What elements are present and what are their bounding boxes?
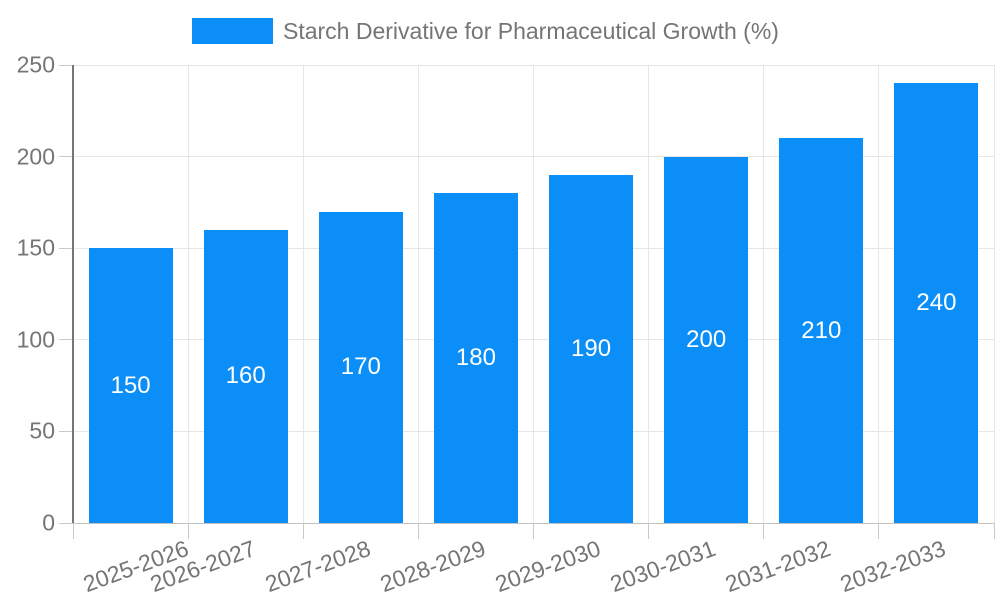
y-axis-tick <box>59 430 73 432</box>
y-axis-tick-label: 50 <box>29 417 55 444</box>
v-gridline <box>302 65 304 523</box>
x-axis-tick <box>533 523 534 539</box>
x-axis-label-anchor: 2027-2028 <box>73 535 373 597</box>
v-gridline <box>993 65 995 523</box>
bar[interactable] <box>203 229 288 523</box>
bar[interactable] <box>779 138 864 523</box>
bar[interactable] <box>318 211 403 523</box>
x-axis-label-anchor: 2029-2030 <box>73 535 604 597</box>
x-axis-category-label: 2027-2028 <box>261 535 374 598</box>
x-axis-tick <box>878 523 880 539</box>
y-axis-tick-label: 100 <box>16 326 55 353</box>
bar[interactable] <box>549 174 634 523</box>
legend-series-label: Starch Derivative for Pharmaceutical Gro… <box>283 18 779 44</box>
x-axis-label-anchor: 2032-2033 <box>73 535 949 597</box>
x-axis-category-label: 2028-2029 <box>376 535 489 598</box>
x-axis-label-anchor: 2026-2027 <box>73 535 258 597</box>
y-axis-tick-label: 0 <box>42 509 55 536</box>
x-axis-tick <box>187 523 189 539</box>
bar[interactable] <box>664 156 749 523</box>
x-axis-label-anchor: 2031-2032 <box>73 535 834 597</box>
x-axis-label-anchor: 2028-2029 <box>73 535 489 597</box>
v-gridline <box>878 65 880 523</box>
v-gridline <box>763 65 765 523</box>
x-axis-tick <box>993 523 995 539</box>
v-gridline <box>417 65 419 523</box>
chart-legend: Starch Derivative for Pharmaceutical Gro… <box>192 18 779 44</box>
v-gridline <box>648 65 650 523</box>
x-axis-label-anchor: 2025-2026 <box>73 535 192 597</box>
v-gridline <box>187 65 189 523</box>
y-axis-tick <box>59 247 73 249</box>
y-axis-tick <box>59 156 73 158</box>
y-axis-tick-label: 250 <box>16 51 55 78</box>
x-axis-category-label: 2025-2026 <box>79 535 192 598</box>
bar[interactable] <box>894 83 979 523</box>
x-axis-category-label: 2032-2033 <box>837 535 950 598</box>
y-axis-tick-label: 150 <box>16 234 55 261</box>
plot-area: 0 50 100 150 200 250 150 2025-2026 160 2026-2027 1… <box>17 52 995 597</box>
x-axis-tick <box>763 523 765 539</box>
x-axis-category-label: 2026-2027 <box>146 535 259 598</box>
x-axis-tick <box>417 523 419 539</box>
y-axis-tick <box>59 522 73 524</box>
y-axis-tick <box>59 64 73 66</box>
x-axis-category-label: 2031-2032 <box>721 535 835 598</box>
bar[interactable] <box>88 248 173 523</box>
x-axis-category-label: 2030-2031 <box>606 535 720 598</box>
y-axis-tick <box>59 339 73 341</box>
x-axis-tick <box>302 523 304 539</box>
bar[interactable] <box>433 193 518 523</box>
x-axis-tick <box>648 523 650 539</box>
y-axis-tick-label: 200 <box>16 143 55 170</box>
x-axis-category-label: 2029-2030 <box>491 535 604 598</box>
legend-color-swatch <box>192 18 273 44</box>
x-axis-label-anchor: 2030-2031 <box>73 535 719 597</box>
v-gridline <box>533 65 534 523</box>
y-axis-line <box>72 65 74 523</box>
x-axis-tick <box>72 523 74 539</box>
